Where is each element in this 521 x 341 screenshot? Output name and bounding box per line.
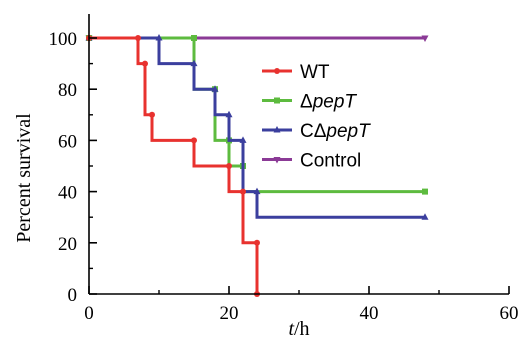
data-point [155,34,163,41]
data-point [254,239,260,246]
data-point [135,35,141,41]
y-tick-label: 60 [58,131,77,152]
x-tick-label: 40 [360,303,379,324]
legend: WT ΔpepT CΔpepT Control [262,62,371,172]
series-layer [85,34,429,297]
x-tick-label: 20 [220,303,239,324]
legend-marker [273,126,281,133]
legend-label: WT [300,62,330,83]
x-tick-label: 0 [84,303,94,324]
y-axis-title: Percent survival [13,113,35,243]
legend-label: ΔpepT [300,92,357,113]
data-point [421,213,429,220]
legend-marker [274,68,280,74]
y-tick-label: 20 [58,234,77,255]
data-point [226,163,232,169]
data-point [421,35,429,42]
y-tick-label: 0 [68,285,78,306]
ticks: 0 20 40 60 0 20 40 60 80 100 [49,29,519,324]
data-point [239,136,247,143]
data-point [422,188,428,195]
legend-entry: WT [262,62,330,83]
y-tick-label: 80 [58,80,77,101]
x-tick-label: 60 [500,303,519,324]
data-point [191,35,197,41]
legend-entry: Control [262,151,361,172]
x-axis-title-unit: /h [294,318,310,340]
y-tick-label: 100 [49,29,78,50]
series-0 [86,35,260,297]
series-line [89,36,425,219]
data-point [253,187,261,195]
data-point [225,110,233,118]
x-axis-title: t/h [288,318,309,340]
legend-marker [274,97,280,104]
data-point [211,85,219,92]
data-point [142,60,148,67]
data-point [240,188,246,195]
axes [88,14,509,295]
x-axis-title-italic: t [288,318,294,340]
data-point [149,111,155,118]
y-tick-label: 40 [58,183,77,204]
data-point [191,137,197,144]
legend-entry: ΔpepT [262,92,357,113]
legend-entry: CΔpepT [262,121,371,142]
data-point [190,59,198,67]
series-2 [85,34,429,220]
legend-label: Control [300,151,361,172]
legend-marker [273,157,281,164]
legend-label: CΔpepT [300,121,371,142]
